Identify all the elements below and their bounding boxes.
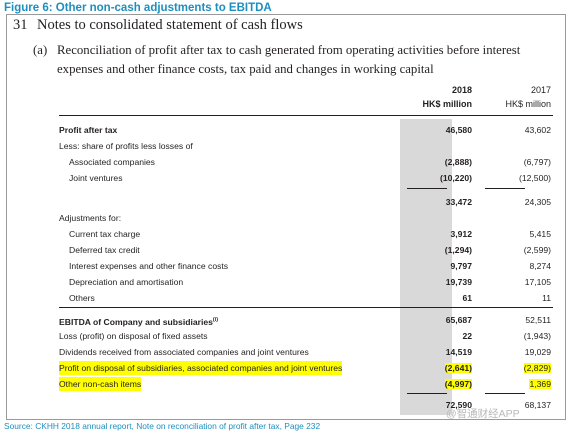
value-2017: 43,602 — [524, 125, 551, 135]
value-2018: (4,997) — [402, 377, 472, 391]
row-label: Profit on disposal of subsidiaries, asso… — [59, 361, 343, 375]
table-row-subtotal: 33,472 24,305 — [7, 195, 567, 209]
value-2018: 46,580 — [445, 125, 472, 135]
row-label: EBITDA of Company and subsidiaries(i) — [59, 313, 218, 329]
table-row-profit-after-tax: Profit after tax 46,580 43,602 — [7, 123, 567, 137]
value-2018-text: (4,997) — [444, 379, 472, 389]
row-label: Less: share of profits less losses of — [59, 141, 193, 151]
value-2017: 24,305 — [524, 197, 551, 207]
value-2017: 17,105 — [524, 277, 551, 287]
value-2018: 72,590 — [445, 400, 472, 410]
value-2017: (12,500) — [518, 173, 551, 183]
row-label: Joint ventures — [69, 173, 123, 183]
value-2017-text: (2,829) — [523, 363, 551, 373]
value-2017: 1,369 — [477, 377, 551, 391]
value-2017: 52,511 — [525, 315, 551, 325]
note-number: 31 — [13, 17, 28, 33]
note-heading: 31 Notes to consolidated statement of cas… — [13, 17, 303, 33]
table-row-interest-expenses: Interest expenses and other finance cost… — [7, 259, 567, 273]
table-row-depreciation: Depreciation and amortisation 19,739 17,… — [7, 275, 567, 289]
column-header-2018-year: 2018 — [451, 85, 472, 95]
row-label: Loss (profit) on disposal of fixed asset… — [59, 331, 208, 341]
row-label: Interest expenses and other finance cost… — [69, 261, 229, 271]
value-2018: (2,888) — [444, 157, 472, 167]
value-2018: 22 — [462, 331, 472, 341]
note-title: Notes to consolidated statement of cash … — [37, 17, 303, 33]
row-label: Current tax charge — [69, 229, 141, 239]
table-row-profit-on-disposal: Profit on disposal of subsidiaries, asso… — [7, 361, 567, 375]
table-row-total: 72,590 68,137 — [7, 398, 567, 412]
value-2017: 11 — [542, 293, 551, 303]
value-2018: 14,519 — [445, 347, 472, 357]
subtotal-rule-2018 — [407, 188, 447, 189]
table-row-joint-ventures: Joint ventures (10,220) (12,500) — [7, 171, 567, 185]
watermark: @智通财经APP — [446, 408, 520, 420]
value-2017: (1,943) — [523, 331, 551, 341]
value-2018: 65,687 — [445, 315, 472, 325]
table-row-loss-on-disposal: Loss (profit) on disposal of fixed asset… — [7, 329, 567, 343]
row-label: Others — [69, 293, 95, 303]
column-header-2017-year: 2017 — [530, 85, 551, 95]
figure-title: Figure 6: Other non-cash adjustments to … — [4, 2, 272, 14]
row-label-text: EBITDA of Company and subsidiaries — [59, 316, 213, 327]
table-row-ebitda: EBITDA of Company and subsidiaries(i) 65… — [7, 313, 567, 327]
table-row-associated-companies: Associated companies (2,888) (6,797) — [7, 155, 567, 169]
section-tag: (a) — [33, 43, 48, 57]
value-2018: (2,641) — [402, 361, 472, 375]
value-2017: 19,029 — [524, 347, 551, 357]
subtotal-rule-2017 — [485, 188, 525, 189]
row-label: Adjustments for: — [59, 213, 122, 223]
source-note: Source: CKHH 2018 annual report, Note on… — [4, 421, 321, 431]
value-2018: 9,797 — [450, 261, 472, 271]
value-2017: 5,415 — [529, 229, 551, 239]
value-2017: (2,599) — [523, 245, 551, 255]
row-label: Depreciation and amortisation — [69, 277, 184, 287]
table-row-dividends-received: Dividends received from associated compa… — [7, 345, 567, 359]
value-2017: 8,274 — [529, 261, 551, 271]
value-2017: (6,797) — [523, 157, 551, 167]
table-row-others: Others 61 11 — [7, 291, 567, 305]
table-row-less-share: Less: share of profits less losses of — [7, 139, 567, 153]
total-rule-2017 — [485, 393, 525, 394]
row-label: Dividends received from associated compa… — [59, 347, 309, 357]
value-2018: 3,912 — [450, 229, 472, 239]
value-2018: 33,472 — [445, 197, 472, 207]
row-label: Deferred tax credit — [69, 245, 140, 255]
current-year-column-shade — [400, 119, 452, 415]
value-2017-text: 1,369 — [529, 379, 551, 389]
row-label: Profit after tax — [59, 125, 118, 135]
value-2018-text: (2,641) — [444, 363, 472, 373]
header-rule — [59, 115, 553, 116]
value-2017: (2,829) — [477, 361, 551, 375]
table-row-other-non-cash-items: Other non-cash items (4,997) 1,369 — [7, 377, 567, 391]
ebitda-rule — [59, 307, 553, 308]
column-header-2017-unit: HK$ million — [505, 99, 551, 109]
table-row-adjustments-for: Adjustments for: — [7, 211, 567, 225]
value-2018: (1,294) — [444, 245, 472, 255]
footnote-marker: (i) — [212, 317, 219, 323]
note-panel: 31 Notes to consolidated statement of cas… — [6, 14, 566, 420]
value-2018: (10,220) — [439, 173, 472, 183]
table-row-current-tax-charge: Current tax charge 3,912 5,415 — [7, 227, 567, 241]
table-row-deferred-tax-credit: Deferred tax credit (1,294) (2,599) — [7, 243, 567, 257]
section-heading: (a) Reconciliation of profit after tax t… — [33, 41, 553, 79]
value-2018: 61 — [462, 293, 472, 303]
value-2018: 19,739 — [445, 277, 472, 287]
row-label: Associated companies — [69, 157, 155, 167]
section-title: Reconciliation of profit after tax to ca… — [57, 43, 521, 76]
column-header-2018-unit: HK$ million — [422, 99, 472, 109]
total-rule-2018 — [407, 393, 447, 394]
row-label: Other non-cash items — [59, 377, 142, 391]
value-2017: 68,137 — [524, 400, 551, 410]
